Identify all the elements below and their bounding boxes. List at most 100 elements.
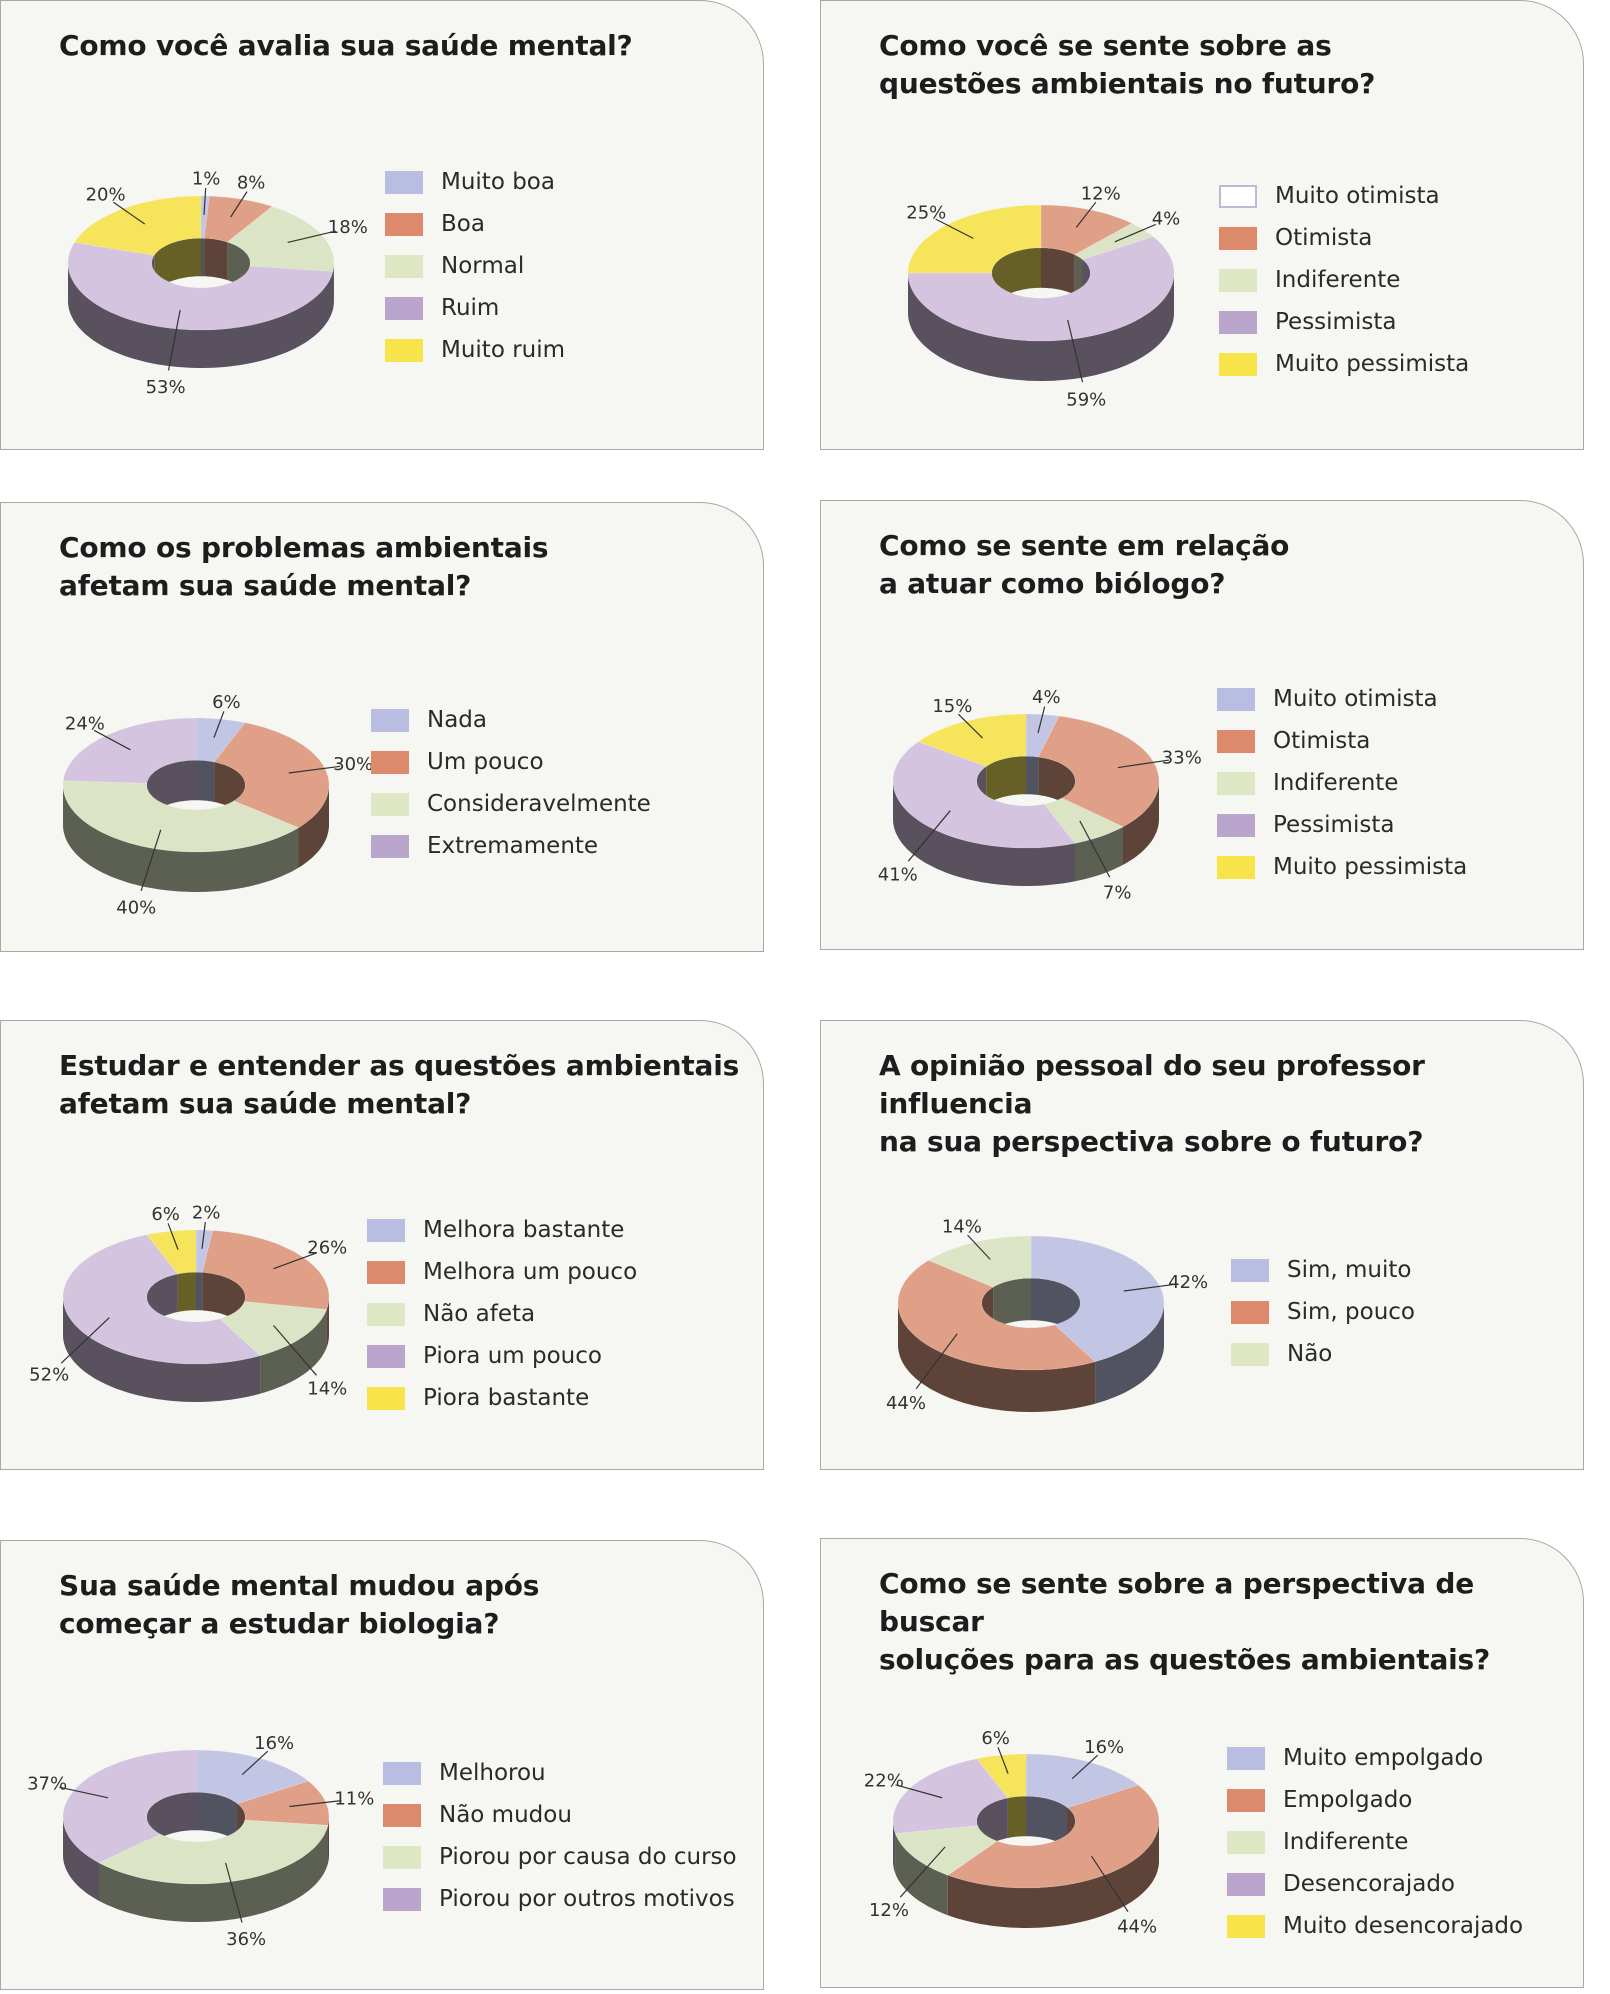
donut-side-desencorajado	[893, 1821, 896, 1874]
slice-label: 44%	[886, 1393, 926, 1414]
legend-swatch	[1219, 184, 1257, 208]
legend-swatch	[1231, 1300, 1269, 1324]
slice-label: 6%	[981, 1728, 1010, 1749]
legend-item: Muito desencorajado	[1227, 1905, 1523, 1947]
legend-item: Não mudou	[383, 1794, 737, 1836]
legend-swatch	[1217, 687, 1255, 711]
legend-swatch	[1227, 1746, 1265, 1770]
donut-inner-wall-muito-pessimista	[991, 247, 1041, 313]
legend-label: Desencorajado	[1283, 1871, 1455, 1897]
legend-label: Um pouco	[427, 749, 544, 775]
legend-swatch	[1217, 813, 1255, 837]
chart-title: Sua saúde mental mudou após começar a es…	[59, 1569, 540, 1640]
legend-swatch	[367, 1260, 405, 1284]
slice-label: 41%	[878, 865, 918, 886]
legend-item: Sim, pouco	[1231, 1291, 1415, 1333]
leader-line	[1117, 759, 1170, 769]
legend-swatch	[385, 338, 423, 362]
leader-line	[895, 1784, 943, 1799]
donut-inner-wall-otimista	[1041, 247, 1075, 295]
chart-legend: Melhorou Não mudou Piorou por causa do c…	[383, 1752, 737, 1920]
slice-label: 4%	[1152, 208, 1181, 229]
legend-swatch	[385, 296, 423, 320]
donut-inner-wall-nada	[196, 760, 215, 802]
slice-label: 30%	[333, 754, 373, 775]
legend-item: Otimista	[1217, 720, 1467, 762]
leader-line	[203, 187, 207, 215]
donut-inner-wall-piorou-por-outros-motivos	[146, 1792, 196, 1855]
legend-label: Otimista	[1273, 728, 1371, 754]
donut-side-empolgado	[947, 1821, 1159, 1928]
donut-side-normal	[333, 263, 334, 310]
slice-label: 24%	[65, 713, 105, 734]
legend-item: Muito boa	[385, 161, 565, 203]
leader-line	[140, 829, 162, 891]
legend-item: Extremamente	[371, 825, 651, 867]
leader-line	[1114, 223, 1157, 243]
slice-label: 42%	[1168, 1272, 1208, 1293]
leader-line	[1067, 319, 1084, 383]
legend-item: Melhora um pouco	[367, 1251, 637, 1293]
leader-line	[213, 711, 225, 738]
donut-side-sim-pouco	[898, 1303, 1096, 1412]
legend-item: Muito pessimista	[1217, 846, 1467, 888]
legend-item: Indiferente	[1217, 762, 1467, 804]
donut-chart: 16% 44% 12% 22% 6%	[864, 1728, 1160, 1938]
donut-inner-wall-melhorou	[196, 1792, 238, 1842]
donut-inner-wall-muito-desencorajado	[1007, 1796, 1026, 1838]
leader-line	[967, 1234, 991, 1260]
legend-swatch	[371, 834, 409, 858]
slice-label: 14%	[307, 1378, 347, 1399]
slice-label: 53%	[146, 377, 186, 398]
legend-label: Muito pessimista	[1275, 351, 1470, 377]
legend-swatch	[367, 1386, 405, 1410]
legend-label: Ruim	[441, 295, 500, 321]
chart-legend: Nada Um pouco Consideravelmente Extremam…	[371, 699, 651, 867]
donut-side-piorou-por-outros-motivos	[63, 1817, 99, 1901]
leader-line	[1079, 820, 1111, 878]
slice-label: 6%	[212, 692, 241, 713]
leader-line	[230, 191, 248, 218]
donut-inner-wall-muito-boa	[201, 238, 205, 277]
chart-title: Como você se sente sobre as questões amb…	[879, 29, 1376, 100]
leader-line	[273, 1252, 317, 1270]
slice-label: 33%	[1162, 747, 1202, 768]
chart-legend: Sim, muito Sim, pouco Não	[1231, 1249, 1415, 1375]
donut-inner-wall-piora-bastante	[177, 1272, 196, 1312]
legend-swatch	[371, 750, 409, 774]
leader-line	[201, 1222, 206, 1249]
leader-line	[60, 1317, 110, 1364]
legend-swatch	[1219, 268, 1257, 292]
leader-line	[113, 201, 146, 225]
legend-swatch	[1219, 226, 1257, 250]
donut-slice-piorou-por-outros-motivos	[62, 1749, 197, 1864]
legend-label: Não	[1287, 1341, 1333, 1367]
legend-item: Desencorajado	[1227, 1863, 1523, 1905]
legend-swatch	[1227, 1872, 1265, 1896]
legend-label: Extremamente	[427, 833, 599, 859]
legend-item: Nada	[371, 699, 651, 741]
legend-item: Indiferente	[1219, 259, 1469, 301]
legend-item: Empolgado	[1227, 1779, 1523, 1821]
legend-item: Melhorou	[383, 1752, 737, 1794]
legend-swatch	[367, 1218, 405, 1242]
slice-label: 26%	[307, 1237, 347, 1258]
slice-label: 1%	[192, 169, 221, 190]
donut-slice-muito-pessimista	[907, 204, 1042, 274]
chart-title: Como se sente sobre a perspectiva de bus…	[879, 1567, 1491, 1676]
leader-line	[907, 810, 951, 862]
slice-label: 4%	[1032, 687, 1061, 708]
leader-line	[997, 1747, 1009, 1774]
donut-chart: 2% 26% 14% 52% 6%	[29, 1203, 347, 1402]
legend-label: Sim, muito	[1287, 1257, 1412, 1283]
legend-label: Piora bastante	[423, 1385, 590, 1411]
donut-side-piorou-por-causa-do-curso	[99, 1825, 328, 1922]
donut-inner-wall-muito-empolgado	[1026, 1796, 1068, 1848]
legend-label: Muito boa	[441, 169, 555, 195]
donut-slice-muito-desencorajado	[976, 1753, 1027, 1799]
donut-chart: 42% 44% 14%	[886, 1217, 1208, 1414]
legend-swatch	[1227, 1914, 1265, 1938]
donut-inner-wall-muito-pessimista	[986, 756, 1026, 805]
leader-line	[167, 309, 181, 371]
legend-swatch	[383, 1887, 421, 1911]
